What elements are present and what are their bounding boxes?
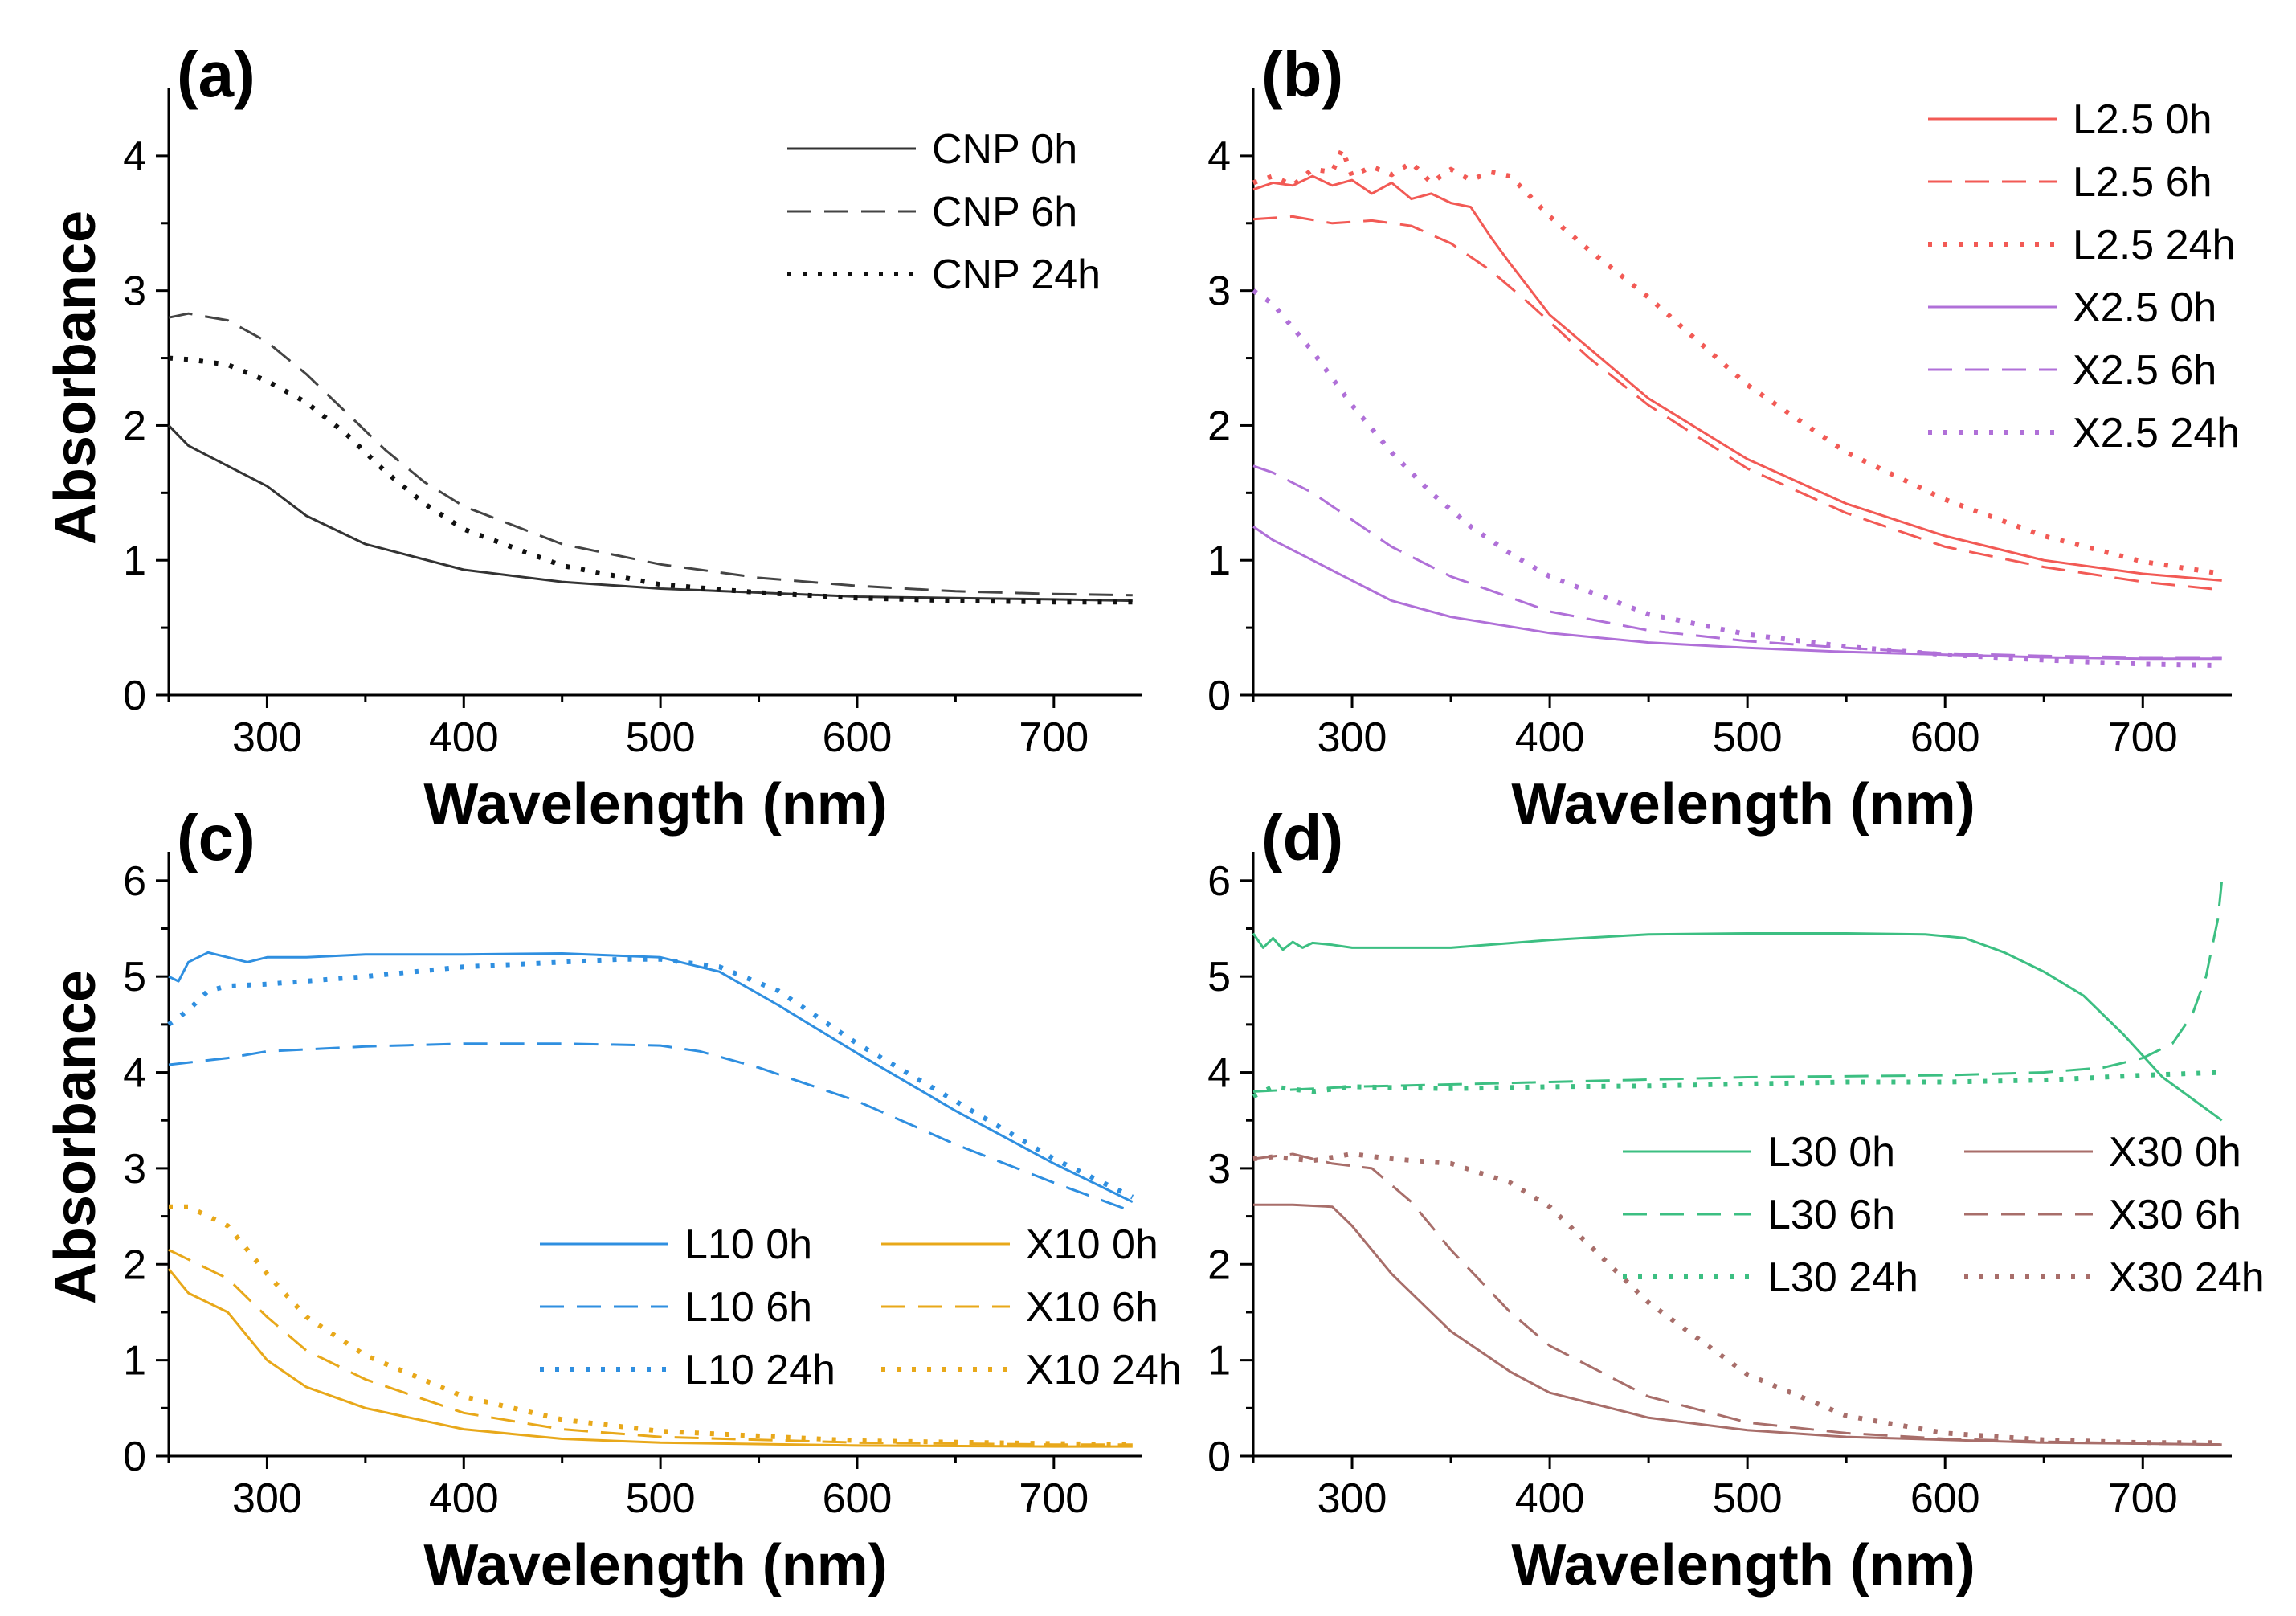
panel-label: (a) bbox=[177, 39, 255, 110]
x-tick-label: 600 bbox=[823, 714, 893, 761]
x-tick-label: 500 bbox=[626, 1475, 696, 1522]
x-tick-label: 300 bbox=[232, 714, 302, 761]
y-tick-label: 3 bbox=[123, 268, 146, 315]
series-line-cnp-24h bbox=[168, 355, 1133, 605]
panel-label: (b) bbox=[1261, 39, 1343, 110]
legend-label: CNP 0h bbox=[932, 126, 1077, 173]
legend-label: X30 24h bbox=[2109, 1254, 2265, 1301]
panel-c: 300 400 500 600 700 0 1 2 3 4 5 6 (c) L10 0h L10 6h L10… bbox=[123, 802, 1182, 1522]
panel-d: 300 400 500 600 700 0 1 2 3 4 5 6 (d) L30 0h L30 6h L30… bbox=[1207, 802, 2265, 1522]
y-tick-label: 0 bbox=[123, 673, 146, 719]
x-tick-label: 400 bbox=[429, 714, 499, 761]
x-tick-label: 700 bbox=[2108, 1475, 2178, 1522]
legend-label: X10 0h bbox=[1026, 1221, 1158, 1268]
x-tick-label: 500 bbox=[1713, 714, 1783, 761]
series-line-l10-24h bbox=[167, 956, 1134, 1200]
legend-label: L30 6h bbox=[1767, 1192, 1895, 1238]
y-tick-label: 3 bbox=[1207, 1146, 1231, 1193]
legend-label: L10 24h bbox=[684, 1347, 835, 1393]
legend-label: X2.5 24h bbox=[2073, 410, 2240, 456]
legend-label: L2.5 0h bbox=[2073, 96, 2212, 143]
legend-label: L10 6h bbox=[684, 1284, 812, 1331]
legend-label: L2.5 24h bbox=[2073, 222, 2235, 268]
y-tick-label: 4 bbox=[1207, 1050, 1231, 1097]
y-tick-label: 6 bbox=[1207, 858, 1231, 905]
legend-label: L2.5 6h bbox=[2073, 159, 2212, 206]
panel-label: (d) bbox=[1261, 802, 1343, 873]
series-line-l10-6h bbox=[168, 1042, 1134, 1213]
series-line-l2-5-0h bbox=[1252, 174, 2222, 582]
panel-label: (c) bbox=[177, 802, 255, 873]
y-tick-label: 1 bbox=[123, 538, 146, 584]
y-tick-label: 0 bbox=[123, 1434, 146, 1480]
series-line-l2-5-6h bbox=[1252, 215, 2222, 591]
legend-label: X10 24h bbox=[1026, 1347, 1182, 1393]
y-tick-label: 2 bbox=[123, 403, 146, 449]
x-axis-title-c: Wavelength (nm) bbox=[423, 1533, 887, 1598]
y-tick-label: 3 bbox=[1207, 268, 1231, 315]
series-line-x30-24h bbox=[1252, 1152, 2222, 1446]
y-tick-label: 1 bbox=[1207, 538, 1231, 584]
y-tick-label: 0 bbox=[1207, 1434, 1231, 1480]
y-tick-label: 4 bbox=[123, 1050, 146, 1097]
series-line-l30-6h bbox=[1252, 880, 2224, 1093]
series-line-l30-0h bbox=[1252, 932, 2223, 1122]
y-tick-label: 1 bbox=[123, 1338, 146, 1385]
y-axis-title-bottom: Absorbance bbox=[43, 970, 108, 1304]
legend-label: X30 0h bbox=[2109, 1129, 2241, 1176]
legend-label: X2.5 0h bbox=[2073, 284, 2216, 331]
x-tick-label: 600 bbox=[823, 1475, 893, 1522]
series-line-cnp-0h bbox=[167, 424, 1133, 603]
y-tick-label: 2 bbox=[1207, 403, 1231, 449]
x-axis-title-b: Wavelength (nm) bbox=[1511, 772, 1975, 837]
x-tick-label: 400 bbox=[1515, 714, 1585, 761]
series-line-cnp-6h bbox=[168, 312, 1133, 597]
y-tick-label: 4 bbox=[1207, 133, 1231, 180]
legend-label: X2.5 6h bbox=[2073, 347, 2216, 394]
legend-label: X10 6h bbox=[1026, 1284, 1158, 1331]
x-tick-label: 600 bbox=[1910, 1475, 1980, 1522]
y-tick-label: 2 bbox=[123, 1242, 146, 1288]
legend-label: L30 0h bbox=[1767, 1129, 1895, 1176]
x-tick-label: 400 bbox=[1515, 1475, 1585, 1522]
x-tick-label: 500 bbox=[1713, 1475, 1783, 1522]
series-line-x30-6h bbox=[1252, 1152, 2222, 1446]
y-tick-label: 1 bbox=[1207, 1338, 1231, 1385]
y-tick-label: 0 bbox=[1207, 673, 1231, 719]
legend-label: L30 24h bbox=[1767, 1254, 1918, 1301]
x-tick-label: 500 bbox=[626, 714, 696, 761]
series-line-x2-5-6h bbox=[1252, 464, 2222, 659]
legend-label: L10 0h bbox=[684, 1221, 812, 1268]
legend-label: X30 6h bbox=[2109, 1192, 2241, 1238]
y-tick-label: 5 bbox=[1207, 954, 1231, 1000]
series-line-x10-0h bbox=[167, 1268, 1133, 1448]
x-tick-label: 300 bbox=[1318, 1475, 1387, 1522]
y-tick-label: 3 bbox=[123, 1146, 146, 1193]
y-tick-label: 2 bbox=[1207, 1242, 1231, 1288]
y-tick-label: 6 bbox=[123, 858, 146, 905]
legend-label: CNP 24h bbox=[932, 252, 1101, 298]
x-tick-label: 700 bbox=[2108, 714, 2178, 761]
x-axis-title-a: Wavelength (nm) bbox=[423, 772, 887, 837]
x-tick-label: 700 bbox=[1019, 1475, 1089, 1522]
x-tick-label: 300 bbox=[1318, 714, 1387, 761]
series-line-x10-24h bbox=[169, 1204, 1133, 1447]
x-tick-label: 300 bbox=[232, 1475, 302, 1522]
x-axis-title-d: Wavelength (nm) bbox=[1511, 1533, 1975, 1598]
x-tick-label: 700 bbox=[1019, 714, 1089, 761]
legend-label: CNP 6h bbox=[932, 189, 1077, 235]
x-tick-label: 400 bbox=[429, 1475, 499, 1522]
x-tick-label: 600 bbox=[1910, 714, 1980, 761]
y-axis-title-top: Absorbance bbox=[43, 211, 108, 545]
series-line-x10-6h bbox=[168, 1249, 1133, 1446]
y-tick-label: 4 bbox=[123, 133, 146, 180]
panel-a: 300 400 500 600 700 0 1 2 3 4 (a) CNP 0h CNP 6h CNP 2… bbox=[123, 39, 1142, 761]
panel-b: 300 400 500 600 700 0 1 2 3 4 (b) L2.5 0h L2.5 6h L2.… bbox=[1207, 39, 2240, 761]
series-line-x30-0h bbox=[1253, 1203, 2222, 1446]
y-tick-label: 5 bbox=[123, 954, 146, 1000]
series-line-x2-5-24h bbox=[1252, 288, 2222, 669]
series-line-l30-24h bbox=[1252, 1070, 2222, 1099]
series-line-l10-0h bbox=[168, 951, 1134, 1204]
